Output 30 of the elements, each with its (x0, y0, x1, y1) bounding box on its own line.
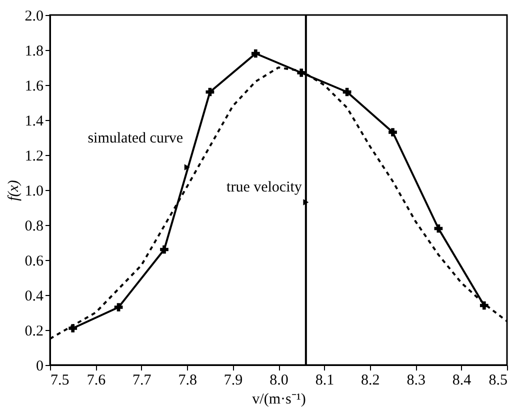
annotation: true velocity (226, 179, 302, 196)
y-tick-label: 0.8 (24, 218, 44, 234)
x-tick-label: 8.4 (452, 372, 472, 388)
y-tick-label: 0.6 (24, 254, 44, 270)
annotation: simulated curve (88, 130, 184, 146)
y-tick-label: 1.6 (24, 78, 44, 94)
x-tick-label: 7.5 (50, 372, 70, 388)
x-tick-label: 7.6 (86, 372, 106, 388)
y-tick-label: 2.0 (24, 8, 44, 24)
x-axis-title: v/(m·s⁻¹) (252, 392, 306, 408)
y-tick-label: 0.4 (24, 288, 44, 304)
y-tick-label: 1.0 (24, 184, 44, 200)
x-tick-label: 8.2 (361, 372, 380, 388)
point (114, 303, 123, 312)
y-tick-label: 1.2 (24, 148, 44, 164)
y-tick-label: 0.2 (24, 324, 44, 340)
point (388, 128, 397, 136)
y-tick-label: 1.4 (24, 114, 44, 130)
point (251, 49, 260, 58)
x-tick-label: 8.5 (488, 372, 508, 388)
point (160, 245, 168, 254)
x-tick-label: 7.9 (224, 372, 243, 388)
x-tick-label: 7.7 (132, 372, 152, 388)
y-axis-title: f(x) (6, 180, 22, 201)
x-tick-label: 8.0 (270, 372, 288, 388)
x-tick-label: 8.1 (315, 372, 334, 388)
y-tick-label: 0 (36, 358, 44, 374)
x-tick-label: 8.3 (406, 372, 426, 388)
y-tick-label: 1.8 (24, 44, 44, 60)
x-tick-label: 7.8 (178, 372, 197, 388)
